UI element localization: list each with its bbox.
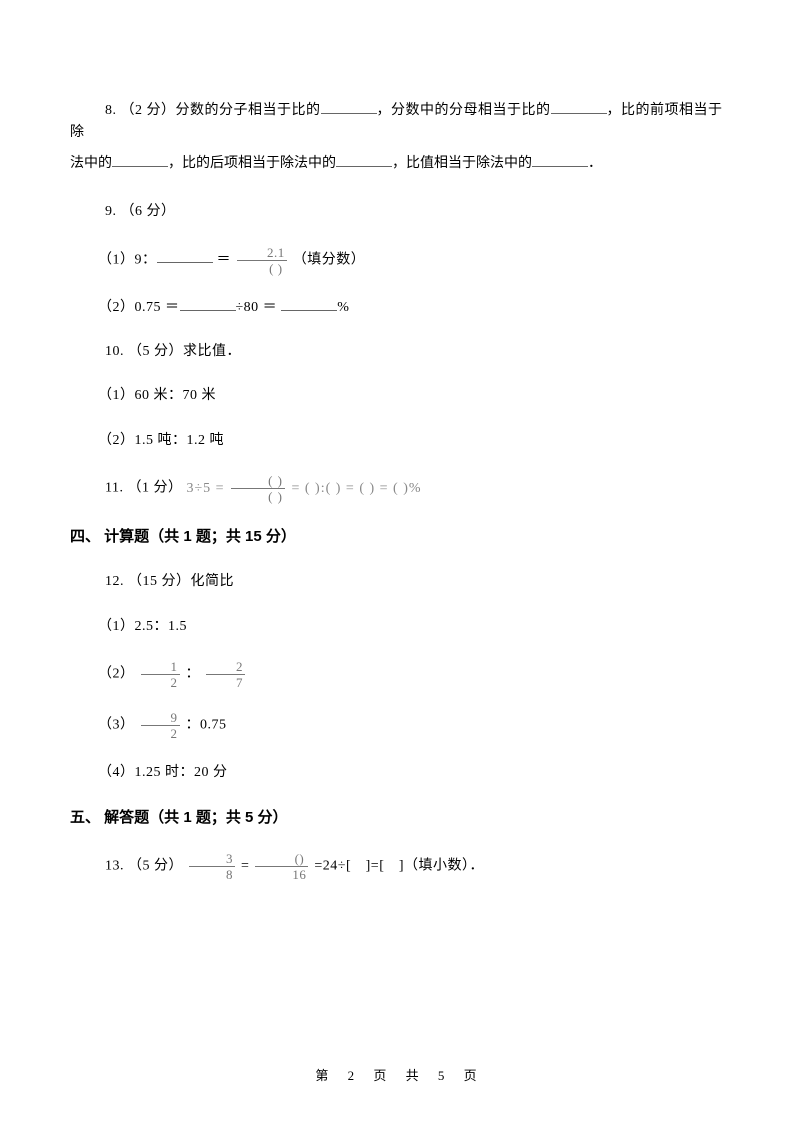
question-9-title: 9. （6 分） <box>70 201 730 223</box>
question-12-2: （2） 12 ： 27 <box>70 660 730 689</box>
question-8: 8. （2 分）分数的分子相当于比的，分数中的分母相当于比的，比的前项相当于除 <box>70 100 730 145</box>
question-10-2: （2）1.5 吨：1.2 吨 <box>70 430 730 452</box>
question-10-title: 10. （5 分）求比值． <box>70 341 730 363</box>
fraction: 38 <box>189 852 235 881</box>
q8-text: 8. （2 分）分数的分子相当于比的 <box>105 103 321 118</box>
question-9-2: （2）0.75 ＝÷80 ＝ % <box>70 297 730 319</box>
question-11: 11. （1 分） 3÷5 = ( )( ) = ( ):( ) = ( ) =… <box>70 474 730 503</box>
blank <box>281 297 337 311</box>
question-10-1: （1）60 米：70 米 <box>70 385 730 407</box>
section-heading-5: 五、 解答题（共 1 题；共 5 分） <box>70 806 730 830</box>
blank <box>157 249 213 263</box>
blank <box>551 100 607 114</box>
question-9-1: （1）9： ＝ 2.1 ( ) （填分数） <box>70 246 730 275</box>
question-13: 13. （5 分） 38 = ()16 =24÷[ ]=[ ]（填小数）． <box>70 852 730 881</box>
question-8-line2: 法中的，比的后项相当于除法中的，比值相当于除法中的． <box>70 153 730 175</box>
page-footer: 第 2 页 共 5 页 <box>0 1066 800 1087</box>
question-12-3: （3） 92 ：0.75 <box>70 711 730 740</box>
fraction: 92 <box>141 711 180 740</box>
blank <box>112 153 168 167</box>
fraction: ( )( ) <box>231 474 285 503</box>
question-12-4: （4）1.25 时：20 分 <box>70 762 730 784</box>
fraction: 12 <box>141 660 180 689</box>
question-12-1: （1）2.5：1.5 <box>70 616 730 638</box>
blank <box>336 153 392 167</box>
fraction: 2.1 ( ) <box>237 246 287 275</box>
blank <box>180 297 236 311</box>
equation-image: 3÷5 = ( )( ) = ( ):( ) = ( ) = ( )% <box>186 481 421 496</box>
question-12-title: 12. （15 分）化简比 <box>70 571 730 593</box>
fraction: 27 <box>206 660 245 689</box>
blank <box>532 153 588 167</box>
fraction: ()16 <box>255 852 308 881</box>
blank <box>321 100 377 114</box>
section-heading-4: 四、 计算题（共 1 题；共 15 分） <box>70 525 730 549</box>
